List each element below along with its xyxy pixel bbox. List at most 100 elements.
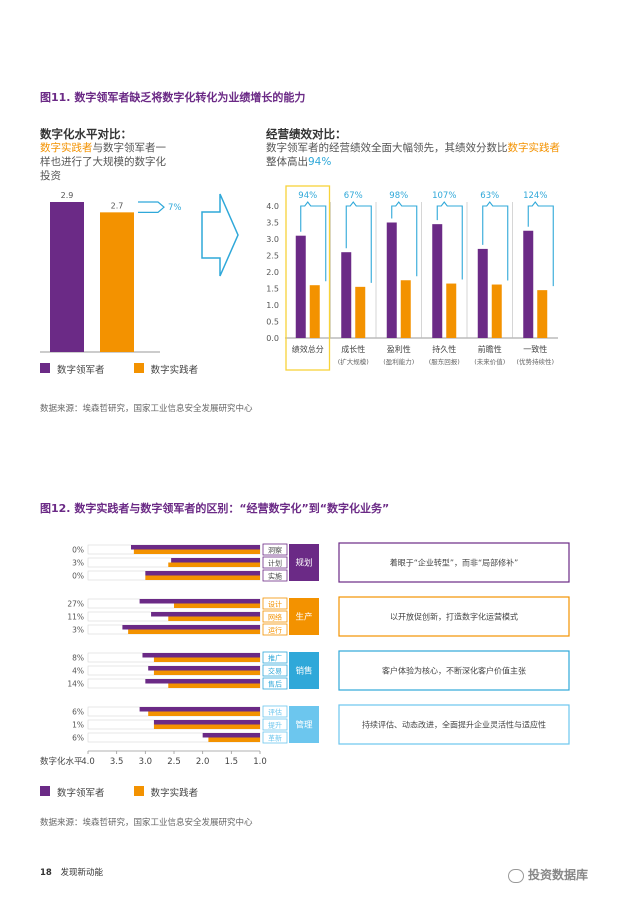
fig12-sublabel: 推广 [268, 654, 282, 663]
fig11-right-text: 数字领军者的经营绩效全面大幅领先，其绩效分数比数字实践者 整体高出94% [266, 141, 566, 169]
fig12-bar-leader [151, 612, 260, 617]
right-bracket [300, 201, 327, 282]
right-category-label: 绩效总分 [292, 344, 324, 354]
fig12-legend: 数字领军者 数字实践者 [40, 785, 198, 799]
right-bar-practitioner [491, 284, 502, 338]
fig12-group-block [289, 544, 319, 581]
fig12-diff-label: 6% [72, 734, 84, 743]
right-pct-label: 63% [480, 191, 499, 201]
fig12-desc-box [338, 650, 570, 691]
right-category-label: 持久性 [432, 344, 456, 354]
left-bar-value: 2.7 [111, 201, 124, 210]
right-subcategory-label: (服东回报) [429, 357, 460, 366]
right-category-label: 一致性 [523, 344, 547, 354]
fig12-sublabel: 设计 [268, 600, 282, 609]
footer: 18 发现新动能 [40, 866, 103, 878]
right-pct-label: 98% [389, 191, 408, 201]
right-pct-label: 124% [523, 191, 547, 201]
right-pct-label: 107% [432, 191, 456, 201]
fig12-bar-leader [131, 545, 260, 550]
fig11-left-title: 数字化水平对比： [40, 127, 132, 141]
fig12-chart: 0% 洞察 3% 计划 0% 实施 规划 着眼于“企业转型”，而非“局部修补” 27% 设计 11%… [40, 542, 570, 767]
fig12-bar-leader [148, 666, 260, 671]
right-highlight-box [285, 185, 331, 371]
fig12-bar-practitioner [174, 603, 260, 608]
fig12-sublabel-box [262, 664, 288, 677]
fig12-x-tick: 1.5 [225, 757, 239, 767]
fig12-bar-practitioner [153, 657, 260, 662]
fig12-group-label: 销售 [295, 666, 312, 677]
right-pct-label: 94% [298, 191, 317, 201]
left-bar-value: 2.9 [61, 191, 74, 200]
legend-leader-swatch [40, 363, 50, 373]
fig12-bar-leader [142, 653, 260, 658]
fig12-bar-practitioner [153, 670, 260, 675]
fig11-right-title: 经营绩效对比： [266, 127, 347, 141]
left-bar [100, 212, 134, 352]
fig12-sublabel-box [262, 705, 288, 718]
right-bar-practitioner [400, 280, 411, 338]
fig12-diff-label: 4% [72, 667, 84, 676]
watermark: 投资数据库 [508, 866, 588, 883]
fig12-sublabel: 交易 [268, 667, 282, 676]
fig11-left-text-hl: 数字实践者 [40, 142, 93, 154]
fig12-bar-practitioner [148, 711, 260, 716]
legend-practitioner-label: 数字实践者 [150, 365, 199, 376]
fig12-diff-label: 11% [67, 613, 84, 622]
watermark-label: 投资数据库 [528, 868, 589, 882]
fig12-sublabel: 革新 [268, 734, 282, 743]
right-category-label: 盈利性 [387, 344, 411, 354]
fig12-x-tick: 2.5 [167, 757, 181, 767]
fig12-source: 数据来源：埃森哲研究，国家工业信息安全发展研究中心 [40, 818, 253, 828]
fig12-bar-practitioner [168, 683, 260, 688]
right-pct-label: 67% [344, 191, 363, 201]
fig11-left-text-rest: 与数字领军者一样也进行了大规模的数字化投资 [40, 142, 166, 182]
fig12-group-block [289, 706, 319, 743]
fig12-bar-leader [153, 720, 260, 725]
fig12-sublabel-box [262, 556, 288, 569]
fig12-sublabel: 洞察 [268, 546, 282, 555]
fig12-group-label: 管理 [295, 720, 313, 731]
right-bar-leader [295, 235, 306, 338]
right-bracket [527, 201, 554, 287]
fig12-diff-label: 0% [72, 546, 84, 555]
right-bar-practitioner [446, 283, 457, 338]
fig12-bar-leader [202, 733, 260, 738]
fig12-bar-practitioner [128, 629, 260, 634]
fig12-bar-leader [145, 679, 260, 684]
fig12-desc-text: 持续评估、动态改进，全面提升企业灵活性与适应性 [362, 720, 546, 730]
fig12-bar-practitioner [208, 737, 260, 742]
fig12-sublabel-box [262, 543, 288, 556]
fig12-diff-label: 3% [72, 626, 84, 635]
fig12-desc-box [338, 704, 570, 745]
left-bar [50, 202, 84, 352]
right-bracket [436, 201, 463, 280]
fig12-bar-leader [171, 558, 260, 563]
fig12-desc-text: 客户体验为核心，不断深化客户价值主张 [382, 666, 526, 676]
fig12-bar-leader [139, 707, 260, 712]
page-number: 18 [40, 868, 52, 878]
fig12-x-tick: 1.0 [253, 757, 267, 767]
fig12-sublabel-box [262, 597, 288, 610]
fig12-sublabel: 计划 [268, 559, 282, 568]
fig11-title: 图11. 数字领军者缺乏将数字化转化为业绩增长的能力 [40, 91, 306, 104]
fig12-bar-practitioner [168, 562, 260, 567]
fig12-sublabel: 售后 [268, 680, 282, 689]
fig12-desc-text: 以开放促创新，打造数字化运营模式 [390, 612, 518, 622]
fig11-right-text-hl: 数字实践者 [507, 142, 561, 154]
fig12-diff-label: 8% [72, 654, 84, 663]
right-y-tick: 1.0 [266, 301, 279, 310]
fig12-bar-practitioner [133, 549, 260, 554]
right-bracket [391, 201, 418, 277]
right-subcategory-label: (未来价值) [474, 357, 505, 366]
legend-practitioner-swatch [133, 363, 144, 373]
fig12-group-block [289, 598, 319, 635]
right-subcategory-label: (盈利能力) [383, 357, 414, 366]
fig11-right-text-a: 数字领军者的经营绩效全面大幅领先，其绩效分数比 [266, 142, 508, 154]
fig11-left-text: 数字实践者与数字领军者一样也进行了大规模的数字化投资 [40, 141, 175, 183]
right-bracket [482, 201, 509, 281]
fig12-group-label: 规划 [295, 558, 312, 569]
legend12-leader-label: 数字领军者 [57, 788, 105, 799]
fig12-sublabel: 实施 [268, 572, 282, 581]
fig12-title: 图12. 数字实践者与数字领军者的区别：“经营数字化”到“数字化业务” [40, 502, 390, 515]
